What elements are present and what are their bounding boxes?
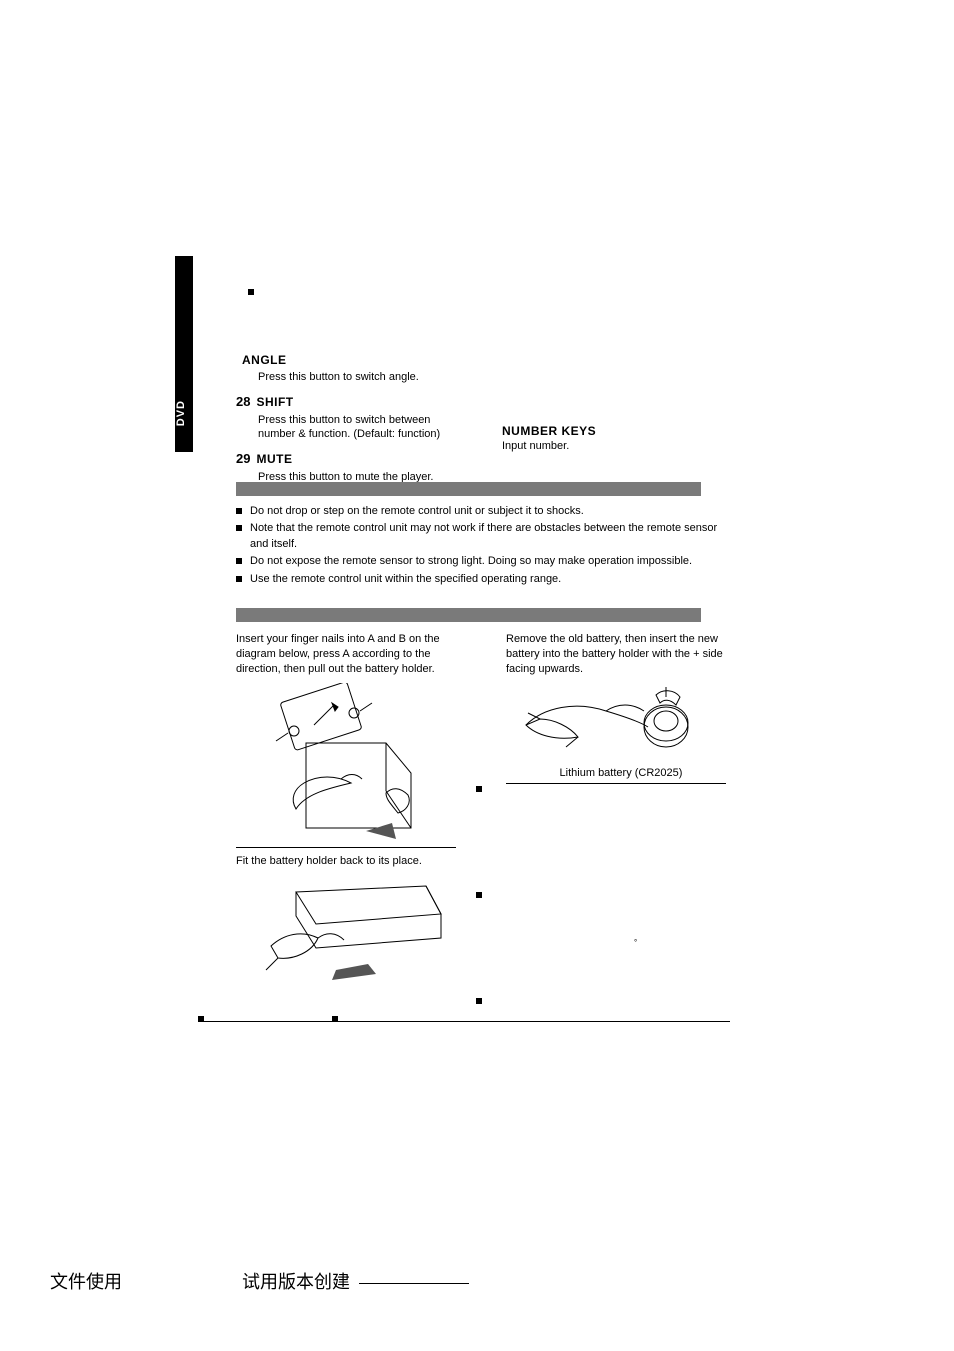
- step3-text: Fit the battery holder back to its place…: [236, 854, 466, 869]
- footer-right: 试用版本创建: [242, 1272, 350, 1292]
- footer-underline: [359, 1283, 469, 1284]
- battery-caption: Lithium battery (CR2025): [506, 767, 736, 779]
- note-text: Note that the remote control unit may no…: [250, 521, 721, 552]
- bullet-square-icon: [476, 892, 482, 898]
- page-footer: 文件使用 试用版本创建: [50, 1268, 550, 1294]
- section-divider-bar: [236, 482, 701, 496]
- bullet-square-icon: [236, 525, 242, 531]
- separator-rule: [236, 847, 456, 848]
- item-mute: 29 MUTE Press this button to mute the pl…: [236, 450, 736, 484]
- footer-left: 文件使用: [50, 1268, 122, 1294]
- battery-instructions: Insert your finger nails into A and B on…: [236, 632, 736, 1004]
- button-descriptions: ANGLE Press this button to switch angle.…: [236, 352, 736, 493]
- item-number: 29: [236, 450, 250, 468]
- diagram-step3: [236, 874, 456, 1004]
- separator-rule: [506, 783, 726, 784]
- bullet-square-icon: [236, 576, 242, 582]
- battery-left-column: Insert your finger nails into A and B on…: [236, 632, 466, 1004]
- bullet-square-icon: [236, 558, 242, 564]
- diagram-step2: [506, 683, 726, 763]
- step1-text: Insert your finger nails into A and B on…: [236, 632, 466, 677]
- note-text: Use the remote control unit within the s…: [250, 572, 561, 587]
- item-title: MUTE: [256, 451, 292, 467]
- note-text: Do not expose the remote sensor to stron…: [250, 554, 692, 569]
- degree-mark: °: [634, 938, 637, 947]
- right-bullet-markers: [476, 786, 482, 1004]
- bullet-square-icon: [236, 508, 242, 514]
- note-text: Do not drop or step on the remote contro…: [250, 504, 584, 519]
- usage-notes: Do not drop or step on the remote contro…: [236, 504, 721, 589]
- section-divider-bar: [236, 608, 701, 622]
- diagram-step1: [236, 683, 456, 843]
- bullet-square-icon: [476, 998, 482, 1004]
- item-number: 28: [236, 393, 250, 411]
- step2-text: Remove the old battery, then insert the …: [506, 632, 736, 677]
- bullet-marker: [248, 289, 254, 295]
- item-title: ANGLE: [242, 352, 287, 368]
- number-keys-block: NUMBER KEYS Input number.: [502, 424, 722, 452]
- sidebar-label: DVD: [175, 400, 193, 426]
- item-angle: ANGLE Press this button to switch angle.: [236, 352, 736, 385]
- item-title: SHIFT: [256, 394, 293, 410]
- battery-right-column: Remove the old battery, then insert the …: [506, 632, 736, 790]
- bottom-rule: [198, 1021, 730, 1022]
- bullet-square-icon: [476, 786, 482, 792]
- right-body: Input number.: [502, 440, 722, 452]
- item-body: Press this button to switch between numb…: [258, 413, 468, 443]
- item-body: Press this button to switch angle.: [258, 370, 468, 385]
- right-title: NUMBER KEYS: [502, 424, 722, 438]
